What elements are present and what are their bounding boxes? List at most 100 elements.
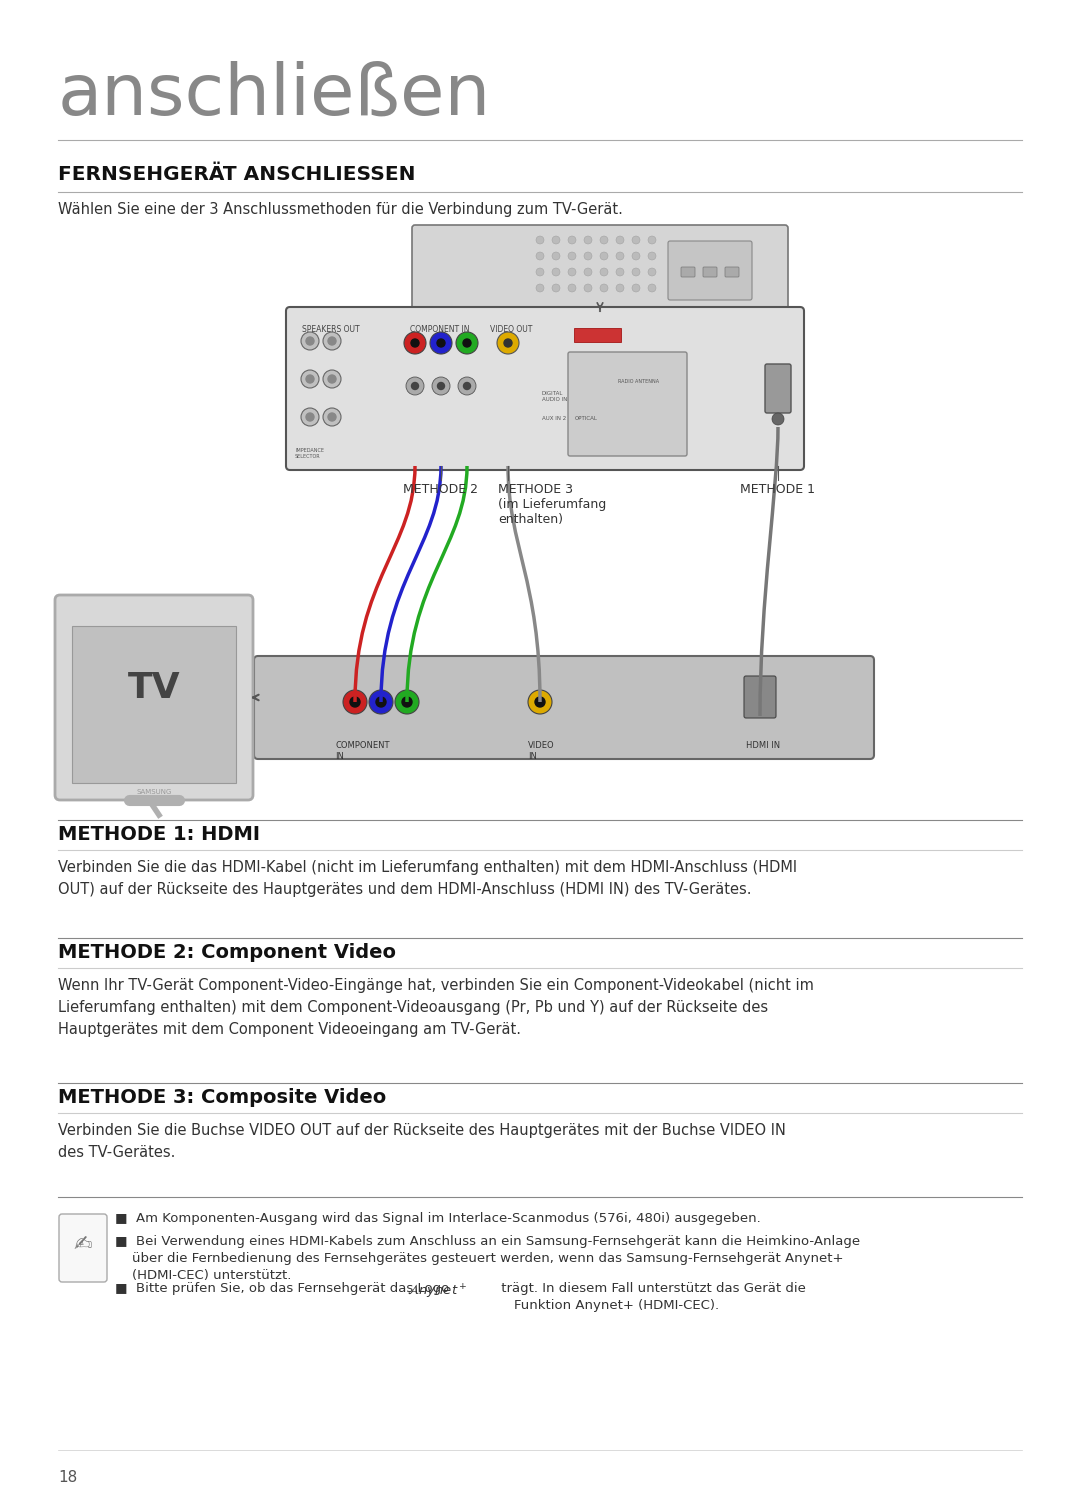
FancyBboxPatch shape <box>725 268 739 277</box>
Circle shape <box>632 284 640 292</box>
Circle shape <box>536 236 544 244</box>
Text: 18: 18 <box>58 1470 78 1485</box>
Text: DIGITAL
AUDIO IN: DIGITAL AUDIO IN <box>542 392 567 402</box>
Circle shape <box>395 691 419 715</box>
Circle shape <box>600 253 608 260</box>
Circle shape <box>648 236 656 244</box>
Circle shape <box>600 236 608 244</box>
Circle shape <box>552 236 561 244</box>
Text: FERNSEHGERÄT ANSCHLIESSEN: FERNSEHGERÄT ANSCHLIESSEN <box>58 164 416 184</box>
Circle shape <box>497 332 519 354</box>
Circle shape <box>323 408 341 426</box>
Circle shape <box>552 268 561 277</box>
Circle shape <box>616 284 624 292</box>
Circle shape <box>600 268 608 277</box>
Circle shape <box>456 332 478 354</box>
Circle shape <box>376 697 386 707</box>
Circle shape <box>528 691 552 715</box>
Circle shape <box>328 375 336 383</box>
FancyBboxPatch shape <box>669 241 752 300</box>
Circle shape <box>301 332 319 350</box>
Text: SAMSUNG: SAMSUNG <box>136 789 172 795</box>
FancyBboxPatch shape <box>568 351 687 456</box>
FancyBboxPatch shape <box>765 363 791 413</box>
Text: HDMI IN: HDMI IN <box>746 742 780 750</box>
Circle shape <box>369 691 393 715</box>
FancyBboxPatch shape <box>703 268 717 277</box>
Circle shape <box>584 268 592 277</box>
Circle shape <box>536 268 544 277</box>
Circle shape <box>584 253 592 260</box>
Circle shape <box>301 369 319 389</box>
FancyBboxPatch shape <box>744 676 777 718</box>
FancyBboxPatch shape <box>573 327 621 342</box>
Text: METHODE 3: Composite Video: METHODE 3: Composite Video <box>58 1088 387 1106</box>
Circle shape <box>632 253 640 260</box>
FancyBboxPatch shape <box>59 1214 107 1283</box>
Circle shape <box>411 383 419 390</box>
Circle shape <box>552 284 561 292</box>
Circle shape <box>568 253 576 260</box>
Circle shape <box>536 253 544 260</box>
Text: ■  Bitte prüfen Sie, ob das Fernsehgerät das Logo: ■ Bitte prüfen Sie, ob das Fernsehgerät … <box>114 1283 454 1295</box>
Circle shape <box>600 284 608 292</box>
Text: METHODE 3
(im Lieferumfang
enthalten): METHODE 3 (im Lieferumfang enthalten) <box>498 483 606 526</box>
Circle shape <box>437 383 445 390</box>
Circle shape <box>772 413 784 425</box>
Circle shape <box>648 268 656 277</box>
Text: ✍: ✍ <box>73 1235 92 1254</box>
Circle shape <box>404 332 426 354</box>
Circle shape <box>306 336 314 345</box>
Text: ■  Am Komponenten-Ausgang wird das Signal im Interlace-Scanmodus (576i, 480i) au: ■ Am Komponenten-Ausgang wird das Signal… <box>114 1212 760 1224</box>
Circle shape <box>632 236 640 244</box>
Circle shape <box>568 268 576 277</box>
Circle shape <box>343 691 367 715</box>
Text: METHODE 2: METHODE 2 <box>403 483 478 496</box>
Circle shape <box>568 236 576 244</box>
Text: ■  Bei Verwendung eines HDMI-Kabels zum Anschluss an ein Samsung-Fernsehgerät ka: ■ Bei Verwendung eines HDMI-Kabels zum A… <box>114 1235 860 1283</box>
Text: VIDEO
IN: VIDEO IN <box>528 742 555 761</box>
Text: AUX IN 2: AUX IN 2 <box>542 416 566 422</box>
Text: TV: TV <box>127 670 180 704</box>
Circle shape <box>648 284 656 292</box>
Text: METHODE 1: METHODE 1 <box>740 483 815 496</box>
Circle shape <box>432 377 450 395</box>
Circle shape <box>616 253 624 260</box>
Circle shape <box>552 253 561 260</box>
Text: Verbinden Sie die Buchse VIDEO OUT auf der Rückseite des Hauptgerätes mit der Bu: Verbinden Sie die Buchse VIDEO OUT auf d… <box>58 1123 786 1160</box>
Circle shape <box>632 268 640 277</box>
Text: Wählen Sie eine der 3 Anschlussmethoden für die Verbindung zum TV-Gerät.: Wählen Sie eine der 3 Anschlussmethoden … <box>58 202 623 217</box>
Text: trägt. In diesem Fall unterstützt das Gerät die
    Funktion Anynet+ (HDMI-CEC).: trägt. In diesem Fall unterstützt das Ge… <box>497 1283 806 1313</box>
FancyBboxPatch shape <box>55 595 253 800</box>
Circle shape <box>616 236 624 244</box>
Text: IMPEDANCE
SELECTOR: IMPEDANCE SELECTOR <box>295 448 324 459</box>
Circle shape <box>616 268 624 277</box>
Text: COMPONENT
IN: COMPONENT IN <box>335 742 390 761</box>
FancyBboxPatch shape <box>286 306 804 469</box>
Text: anschließen: anschließen <box>58 61 491 130</box>
Text: Verbinden Sie die das HDMI-Kabel (nicht im Lieferumfang enthalten) mit dem HDMI-: Verbinden Sie die das HDMI-Kabel (nicht … <box>58 860 797 897</box>
Circle shape <box>458 377 476 395</box>
Circle shape <box>535 697 545 707</box>
Circle shape <box>584 236 592 244</box>
Circle shape <box>430 332 453 354</box>
Circle shape <box>323 332 341 350</box>
Bar <box>72 626 237 783</box>
Circle shape <box>437 339 445 347</box>
Circle shape <box>406 377 424 395</box>
FancyBboxPatch shape <box>681 268 696 277</box>
Circle shape <box>411 339 419 347</box>
FancyBboxPatch shape <box>254 656 874 759</box>
Circle shape <box>463 383 471 390</box>
Text: RADIO ANTENNA: RADIO ANTENNA <box>618 380 659 384</box>
Circle shape <box>323 369 341 389</box>
Text: COMPONENT IN: COMPONENT IN <box>410 324 470 333</box>
Circle shape <box>306 413 314 422</box>
Circle shape <box>568 284 576 292</box>
Text: SPEAKERS OUT: SPEAKERS OUT <box>302 324 360 333</box>
Text: METHODE 2: Component Video: METHODE 2: Component Video <box>58 943 396 961</box>
Circle shape <box>584 284 592 292</box>
Circle shape <box>536 284 544 292</box>
Text: $\mathcal{A}$nynet$^+$: $\mathcal{A}$nynet$^+$ <box>407 1283 467 1301</box>
Text: VIDEO OUT: VIDEO OUT <box>490 324 532 333</box>
